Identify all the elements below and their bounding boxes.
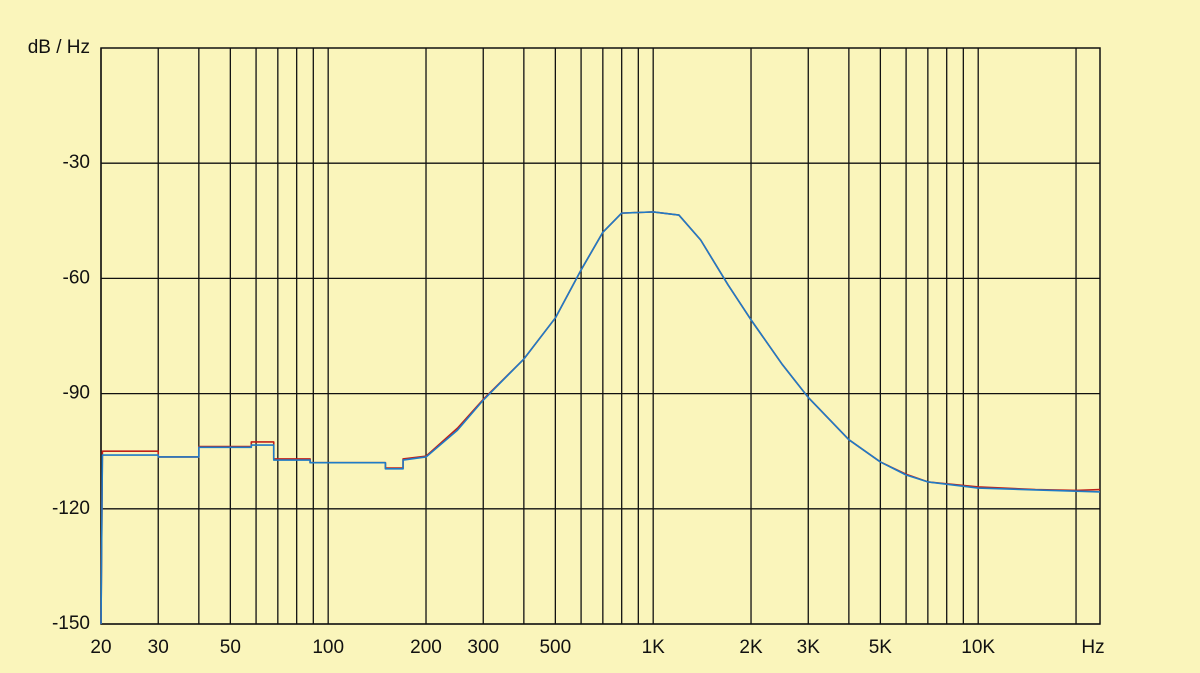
x-tick-label: 5K (869, 637, 893, 658)
x-tick-label: 2K (739, 637, 763, 658)
y-tick-label: -150 (52, 613, 90, 634)
y-tick-label: -60 (63, 267, 90, 288)
y-axis-label: dB / Hz (28, 37, 90, 58)
x-tick-label: 10K (961, 637, 995, 658)
y-tick-label: -30 (63, 152, 90, 173)
x-tick-label: 3K (797, 637, 821, 658)
x-tick-label: 1K (642, 637, 666, 658)
x-tick-label: 20 (90, 637, 111, 658)
x-tick-label: 50 (220, 637, 241, 658)
x-tick-label: 30 (148, 637, 169, 658)
x-tick-label: 300 (467, 637, 499, 658)
x-axis-label: Hz (1081, 637, 1104, 658)
x-tick-label: 200 (410, 637, 442, 658)
x-tick-label: 100 (312, 637, 344, 658)
x-tick-label: 500 (539, 637, 571, 658)
y-tick-label: -90 (63, 383, 90, 404)
y-tick-label: -120 (52, 498, 90, 519)
series-line (100, 211, 1101, 625)
